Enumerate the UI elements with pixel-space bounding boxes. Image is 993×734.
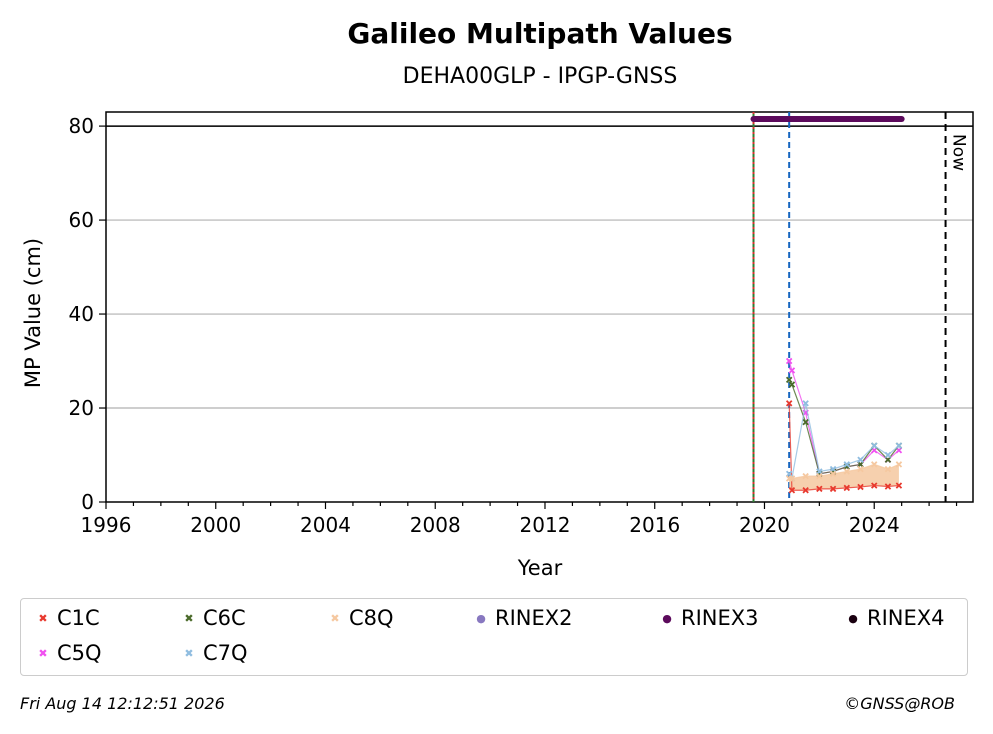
x-tick-label: 2016: [629, 513, 680, 537]
point-c1c: [895, 482, 903, 489]
legend-label: RINEX2: [495, 606, 573, 630]
legend-marker-icon: ✖: [38, 612, 48, 625]
y-tick-label: 20: [69, 396, 94, 420]
legend-label: C7Q: [203, 641, 248, 665]
x-tick-label: 2020: [739, 513, 790, 537]
legend-label: C8Q: [349, 606, 394, 630]
footer-timestamp: Fri Aug 14 12:12:51 2026: [20, 694, 225, 713]
series-line-c7q: [788, 403, 900, 481]
legend-marker-icon: ✖: [330, 612, 340, 625]
y-tick-label: 40: [69, 302, 94, 326]
legend-marker-icon: ✖: [184, 647, 194, 660]
legend-marker-icon: ●: [848, 612, 858, 625]
x-tick-label: 2008: [410, 513, 461, 537]
y-axis-label: MP Value (cm): [21, 238, 45, 388]
legend-item-c7q: ✖ C7Q: [181, 641, 248, 666]
chart-title: Galileo Multipath Values: [347, 17, 732, 50]
plot-frame: [105, 111, 974, 503]
legend-item-c8q: ✖ C8Q: [327, 606, 394, 631]
legend-marker-icon: ✖: [38, 647, 48, 660]
legend-item-c1c: ✖ C1C: [35, 606, 100, 631]
y-tick-label: 0: [81, 490, 94, 514]
series-line-c1c: [788, 403, 899, 491]
x-tick-label: 2004: [300, 513, 351, 537]
series-line-c8q: [789, 463, 900, 480]
x-tick-label: 1996: [81, 513, 132, 537]
chart-legend: ✖ C1C ✖ C6C ✖ C8Q ● RINEX2 ● RINEX3 ● RINEX4 ✖…: [20, 598, 968, 676]
legend-label: C1C: [57, 606, 100, 630]
point-c1c: [785, 400, 793, 407]
chart-subtitle: DEHA00GLP - IPGP-GNSS: [403, 64, 678, 89]
legend-item-c6c: ✖ C6C: [181, 606, 246, 631]
legend-marker-icon: ●: [476, 612, 486, 625]
legend-marker-icon: ✖: [184, 612, 194, 625]
x-tick-label: 2024: [849, 513, 900, 537]
plot-area: 1996 2000 2004 2008 2012 2016 2020 2024 0 20 40 60 8…: [69, 111, 974, 537]
legend-label: RINEX4: [867, 606, 945, 630]
legend-item-rinex4: ● RINEX4: [845, 606, 945, 631]
y-tick-label: 60: [69, 208, 94, 232]
footer-copyright: ©GNSS@ROB: [844, 694, 955, 713]
legend-item-rinex3: ● RINEX3: [659, 606, 759, 631]
now-label: Now: [949, 134, 969, 171]
legend-label: RINEX3: [681, 606, 759, 630]
x-axis-label: Year: [517, 556, 563, 580]
point-c6c: [785, 376, 793, 384]
y-tick-label: 80: [69, 114, 94, 138]
series-line-c6c: [788, 379, 900, 475]
x-tick-label: 2012: [520, 513, 571, 537]
legend-marker-icon: ●: [662, 612, 672, 625]
legend-label: C5Q: [57, 641, 102, 665]
legend-label: C6C: [203, 606, 246, 630]
point-c5q: [785, 357, 793, 365]
series-line-c5q: [788, 360, 900, 475]
legend-item-rinex2: ● RINEX2: [473, 606, 573, 631]
legend-item-c5q: ✖ C5Q: [35, 641, 102, 666]
x-tick-label: 2000: [190, 513, 241, 537]
